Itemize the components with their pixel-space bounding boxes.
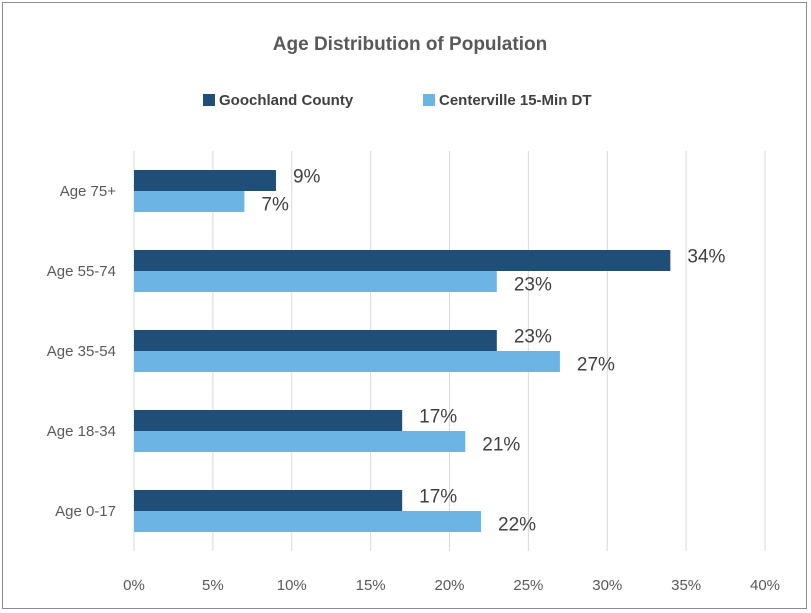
legend: Goochland County Centerville 15-Min DT [203, 92, 592, 109]
data-label: 22% [498, 515, 536, 536]
x-tick-label: 20% [434, 577, 464, 594]
bar-centerville [134, 511, 482, 532]
legend-swatch-goochland [203, 94, 215, 106]
bar-centerville [134, 351, 560, 372]
category-label: Age 55-74 [47, 263, 116, 280]
x-tick-label: 25% [513, 577, 543, 594]
data-label: 17% [419, 487, 457, 508]
bar-centerville [134, 431, 466, 452]
value-axis: 0% 5% 10% 15% 20% 25% 30% 35% 40% [123, 577, 780, 594]
bar-centerville [134, 271, 497, 292]
data-label: 23% [514, 275, 552, 296]
x-tick-label: 15% [356, 577, 386, 594]
bar-goochland [134, 490, 403, 511]
category-label: Age 18-34 [47, 423, 116, 440]
legend-label-goochland: Goochland County [219, 92, 354, 109]
bars [134, 170, 671, 532]
legend-swatch-centerville [423, 94, 435, 106]
category-label: Age 0-17 [55, 503, 116, 520]
data-label: 21% [482, 435, 520, 456]
x-tick-label: 10% [277, 577, 307, 594]
data-labels: 9%7% 34% 23% 23% 27% 17% 21% 17% 22% [261, 167, 725, 536]
bar-goochland [134, 410, 403, 431]
x-tick-label: 30% [592, 577, 622, 594]
data-label: 9% [293, 167, 321, 188]
chart-title: Age Distribution of Population [273, 34, 547, 55]
bar-centerville [134, 191, 245, 212]
data-label: 34% [687, 247, 725, 268]
bar-chart: Age Distribution of Population Goochland… [47, 34, 780, 594]
category-axis: Age 75+ Age 55-74 Age 35-54 Age 18-34 Age 0-… [47, 183, 116, 520]
x-tick-label: 35% [671, 577, 701, 594]
bar-goochland [134, 250, 671, 271]
x-tick-label: 40% [750, 577, 780, 594]
bar-goochland [134, 330, 497, 351]
legend-label-centerville: Centerville 15-Min DT [439, 92, 592, 109]
category-label: Age 35-54 [47, 343, 116, 360]
bar-goochland [134, 170, 276, 191]
x-tick-label: 5% [202, 577, 224, 594]
data-label: 17% [419, 407, 457, 428]
data-label: 7% [261, 195, 289, 216]
category-label: Age 75+ [60, 183, 117, 200]
x-tick-label: 0% [123, 577, 145, 594]
data-label: 23% [514, 327, 552, 348]
data-label: 27% [577, 355, 615, 376]
